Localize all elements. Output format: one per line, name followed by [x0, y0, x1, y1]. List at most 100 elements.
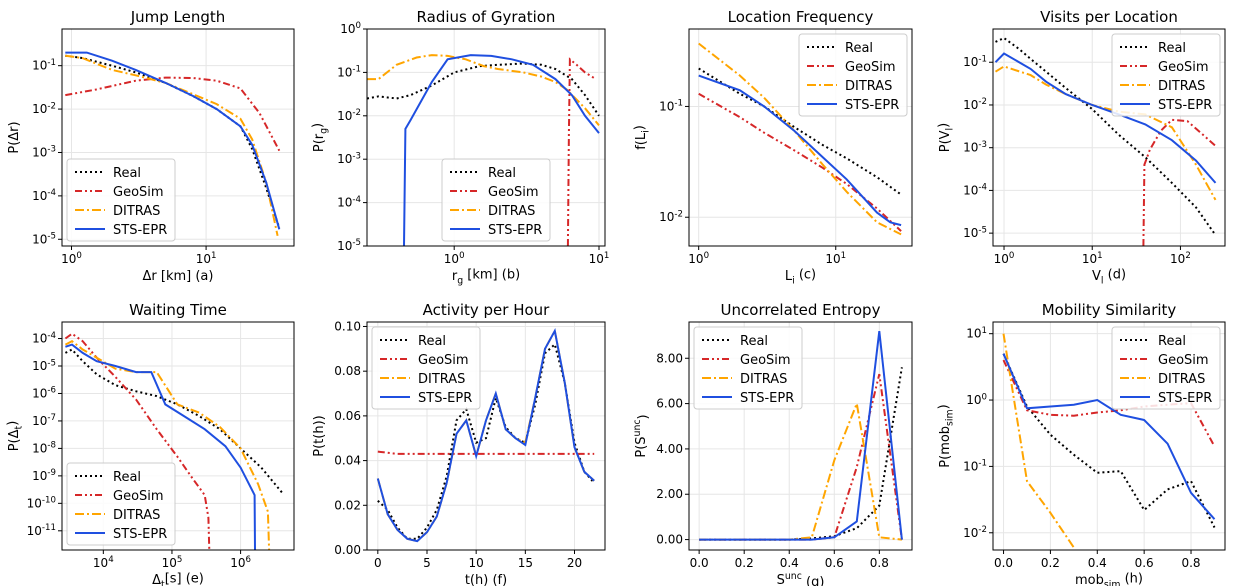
series-line-real: [65, 54, 281, 229]
x-tick-label: 0.6: [825, 556, 844, 570]
legend: Real GeoSim DITRAS STS-EPR: [693, 326, 803, 410]
legend-label: GeoSim: [1158, 60, 1209, 75]
series-line-sts-epr: [65, 51, 281, 230]
series-line-geosim: [377, 450, 595, 455]
y-tick-label: 10-5​: [337, 238, 361, 253]
chart-title: Jump Length: [130, 8, 226, 26]
y-tick-label: 10-4​: [32, 331, 56, 346]
x-axis-label: rg​ [km] (b): [452, 268, 520, 287]
y-tick-label: 0.08: [334, 364, 361, 378]
chart-title: Mobility Similarity: [1042, 301, 1177, 319]
y-axis-label: P(Δt​): [6, 421, 25, 452]
x-tick-label: 101​: [589, 251, 610, 266]
plot-frame: [61, 321, 295, 551]
x-axis-label: Vl​ (d): [1092, 268, 1126, 287]
plot-frame: [688, 321, 913, 551]
y-axis-label: P(Sunc​): [632, 414, 651, 457]
series-line-sts-epr: [1002, 353, 1216, 520]
series-line-ditras: [64, 340, 271, 550]
series-line-ditras: [367, 54, 600, 127]
legend-label: DITRAS: [488, 204, 535, 219]
legend: Real GeoSim DITRAS STS-EPR: [1111, 326, 1221, 410]
legend: Real GeoSim DITRAS STS-EPR: [441, 158, 551, 242]
legend-label: DITRAS: [418, 372, 465, 387]
x-tick-label: 100​: [444, 251, 465, 266]
chart-title: Activity per Hour: [423, 301, 551, 319]
legend-label: Real: [418, 334, 446, 349]
plot-frame: [992, 28, 1226, 247]
panel-5: 104​ 105​ 106​ 10-11​ 10-10​ 10-9​ 10-8​ 10-7​ 1…: [6, 301, 295, 586]
legend-box: [66, 158, 176, 242]
x-tick-label: 106​: [230, 555, 251, 570]
legend-label: STS-EPR: [113, 223, 167, 238]
x-tick-label: 100​: [61, 251, 82, 266]
plot-frame: [366, 321, 606, 551]
y-tick-label: 0.04: [334, 454, 361, 468]
y-tick-label: 2.00: [656, 487, 683, 501]
x-tick-label: 0.2: [1041, 556, 1060, 570]
y-tick-label: 0.00: [656, 533, 683, 547]
legend-label: GeoSim: [740, 353, 791, 368]
series-line-real: [1002, 353, 1216, 528]
x-tick-label: 0.0: [690, 556, 709, 570]
panel-8: 0.0 0.2 0.4 0.6 0.8 10-2​ 10-1​ 100​ 101​ Mobilit…: [937, 301, 1226, 586]
x-axis-label: Δt​[s] (e): [152, 572, 204, 586]
legend-label: Real: [113, 470, 141, 485]
y-tick-label: 10-3​: [32, 145, 56, 160]
series-line-sts-epr: [376, 327, 595, 543]
legend-label: DITRAS: [1158, 372, 1205, 387]
legend-label: DITRAS: [740, 372, 787, 387]
legend: Real GeoSim DITRAS STS-EPR: [371, 326, 481, 410]
legend-label: Real: [740, 334, 768, 349]
y-tick-label: 10-1​: [32, 58, 56, 73]
plot-frame: [688, 28, 913, 247]
legend-box: [371, 326, 481, 410]
x-axis-label: t(h) (f): [465, 573, 507, 586]
legend: Real GeoSim DITRAS STS-EPR: [1111, 33, 1221, 117]
legend-box: [1111, 33, 1221, 117]
chart-title: Location Frequency: [728, 8, 874, 26]
y-tick-label: 10-11​: [27, 523, 56, 538]
y-tick-label: 10-1​: [963, 459, 987, 474]
series-line-ditras: [65, 54, 279, 237]
series-line-sts-epr: [698, 74, 902, 227]
legend-label: Real: [488, 166, 516, 181]
y-tick-label: 10-4​: [337, 195, 361, 210]
x-tick-label: 0.8: [870, 556, 889, 570]
x-tick-label: 100​: [688, 251, 709, 266]
y-axis-label: f(Li​): [633, 125, 652, 150]
x-tick-label: 5: [423, 556, 431, 570]
y-tick-label: 10-5​: [963, 225, 987, 240]
y-tick-label: 4.00: [656, 442, 683, 456]
x-tick-label: 101​: [1082, 251, 1103, 266]
legend-label: GeoSim: [113, 489, 164, 504]
y-axis-label: P(mobsim​): [937, 404, 956, 467]
legend: Real GeoSim DITRAS STS-EPR: [66, 158, 176, 242]
x-tick-label: 100​: [994, 251, 1015, 266]
series-line-ditras: [1002, 333, 1075, 549]
series-line-geosim: [698, 92, 902, 232]
y-tick-label: 10-1​: [659, 99, 683, 114]
plot-frame: [992, 321, 1226, 551]
y-tick-label: 10-3​: [337, 151, 361, 166]
panel-4: 100​ 101​ 102​ 10-5​ 10-4​ 10-3​ 10-2​ 10-1​ Vis…: [937, 8, 1226, 287]
legend-label: GeoSim: [1158, 353, 1209, 368]
legend-label: DITRAS: [1158, 79, 1205, 94]
y-tick-label: 10-3​: [963, 140, 987, 155]
legend-label: STS-EPR: [488, 223, 542, 238]
chart-title: Uncorrelated Entropy: [721, 301, 881, 319]
x-tick-label: 101​: [825, 251, 846, 266]
y-axis-label: P(rg​): [311, 123, 330, 152]
y-tick-label: 10-4​: [963, 183, 987, 198]
x-tick-label: 104​: [93, 555, 114, 570]
legend-box: [66, 462, 176, 546]
series-line-geosim: [65, 76, 281, 152]
y-tick-label: 0.00: [334, 543, 361, 557]
x-tick-label: 105​: [162, 555, 183, 570]
legend-label: GeoSim: [488, 185, 539, 200]
plot-frame: [366, 28, 606, 247]
series-line-geosim: [566, 57, 597, 246]
series-line-ditras: [698, 42, 902, 236]
legend: Real GeoSim DITRAS STS-EPR: [798, 33, 908, 117]
